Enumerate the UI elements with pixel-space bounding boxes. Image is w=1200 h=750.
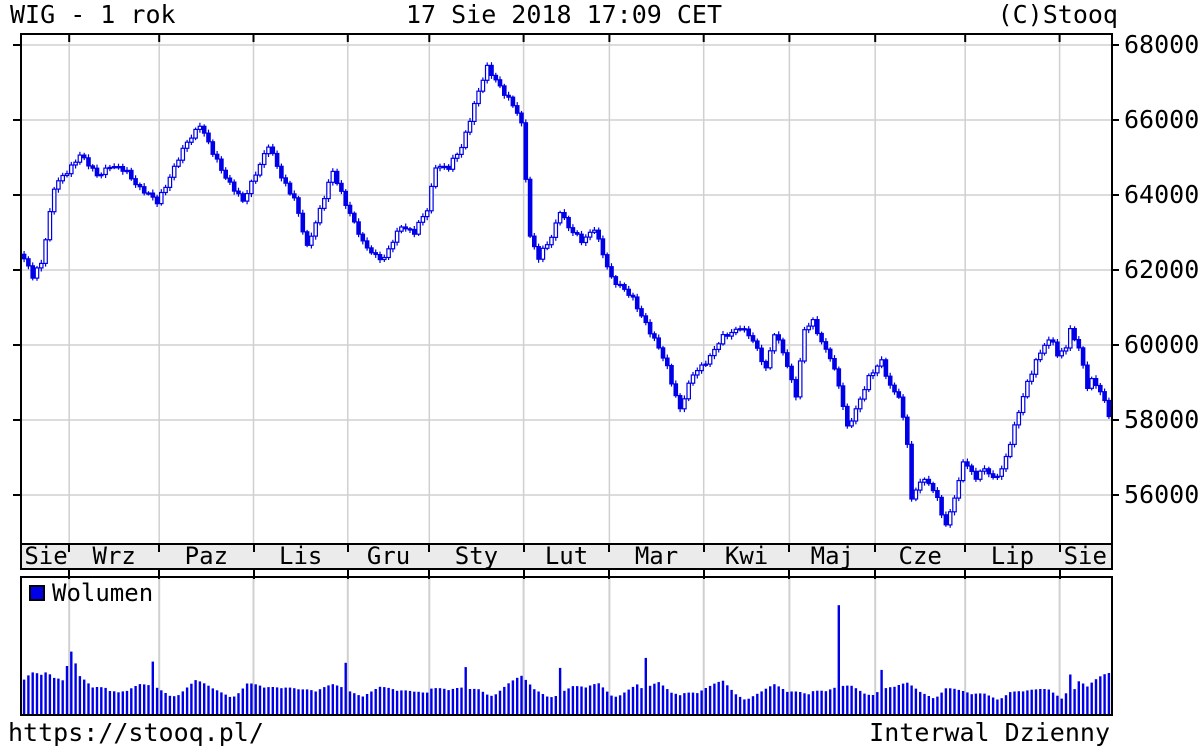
- month-axis-tick: [428, 570, 431, 579]
- month-axis-tick: [1058, 570, 1061, 579]
- month-label: Kwi: [724, 542, 769, 570]
- volume-legend-swatch-icon: [29, 585, 45, 601]
- price-tick-label: 68000: [1124, 30, 1200, 59]
- price-chart-panel: [20, 33, 1113, 545]
- price-axis-tick: [13, 419, 20, 421]
- month-axis-band: Sie Wrz Paz Lis Gru Sty Lut Mar Kwi Maj Cze Lip Sie: [20, 542, 1113, 570]
- month-axis-tick: [522, 570, 525, 579]
- volume-plot: [22, 578, 1111, 714]
- price-axis-tick: [13, 494, 20, 496]
- month-axis-tick: [608, 545, 611, 552]
- price-axis-tick: [13, 269, 20, 271]
- month-axis-tick: [788, 570, 791, 579]
- month-axis-tick: [964, 570, 967, 579]
- price-axis-tick: [13, 194, 20, 196]
- chart-timestamp: 17 Sie 2018 17:09 CET: [405, 0, 723, 29]
- candlestick-plot: [22, 35, 1111, 543]
- month-axis-tick: [964, 545, 967, 552]
- price-axis-tick: [1111, 194, 1119, 196]
- month-axis-tick: [346, 570, 349, 579]
- source-url: https://stooq.pl/: [8, 718, 264, 747]
- volume-legend: Wolumen: [29, 579, 154, 607]
- price-tick-label: 60000: [1124, 330, 1200, 359]
- price-axis-tick: [1111, 44, 1119, 46]
- price-axis-tick: [1111, 269, 1119, 271]
- month-label: Maj: [810, 542, 854, 570]
- price-axis-tick: [13, 44, 20, 46]
- month-axis-tick: [1058, 545, 1061, 552]
- month-label: Cze: [898, 542, 942, 570]
- interval-label: Interwal Dzienny: [869, 718, 1110, 747]
- month-axis-tick: [346, 545, 349, 552]
- month-axis-tick: [874, 570, 877, 579]
- price-axis-tick: [1111, 119, 1119, 121]
- month-axis-tick: [252, 545, 255, 552]
- price-tick-label: 62000: [1124, 255, 1200, 284]
- chart-footer: https://stooq.pl/ Interwal Dzienny: [8, 719, 1110, 747]
- price-tick-label: 66000: [1124, 105, 1200, 134]
- month-label: Paz: [184, 542, 229, 570]
- month-label: Mar: [634, 542, 679, 570]
- price-tick-label: 58000: [1124, 405, 1200, 434]
- price-axis-tick: [1111, 494, 1119, 496]
- month-axis-tick: [702, 570, 705, 579]
- month-label: Gru: [366, 542, 411, 570]
- price-tick-label: 64000: [1124, 180, 1200, 209]
- price-axis-tick: [13, 119, 20, 121]
- chart-copyright: (C)Stooq: [997, 0, 1118, 29]
- volume-legend-label: Wolumen: [52, 579, 154, 607]
- month-axis-tick: [252, 570, 255, 579]
- month-label: Sie: [1063, 542, 1107, 570]
- month-axis-tick: [158, 545, 161, 552]
- month-label: Lis: [278, 542, 323, 570]
- month-axis-tick: [158, 570, 161, 579]
- month-axis-tick: [788, 545, 791, 552]
- month-axis-tick: [428, 545, 431, 552]
- price-axis-tick: [1111, 344, 1119, 346]
- price-axis-tick: [1111, 419, 1119, 421]
- chart-header: WIG - 1 rok 17 Sie 2018 17:09 CET (C)Sto…: [10, 1, 1118, 29]
- price-tick-label: 56000: [1124, 480, 1200, 509]
- month-axis-tick: [702, 545, 705, 552]
- month-label: Lut: [544, 542, 589, 570]
- month-label: Sty: [454, 542, 499, 570]
- month-axis-tick: [874, 545, 877, 552]
- month-axis-tick: [522, 545, 525, 552]
- chart-title: WIG - 1 rok: [10, 0, 176, 29]
- month-axis-tick: [68, 545, 71, 552]
- month-label: Wrz: [92, 542, 136, 570]
- month-axis-tick: [608, 570, 611, 579]
- volume-panel: Wolumen: [20, 576, 1113, 716]
- month-label: Lip: [990, 542, 1035, 570]
- month-label: Sie: [24, 542, 68, 570]
- price-axis-tick: [13, 344, 20, 346]
- month-axis-tick: [68, 570, 71, 579]
